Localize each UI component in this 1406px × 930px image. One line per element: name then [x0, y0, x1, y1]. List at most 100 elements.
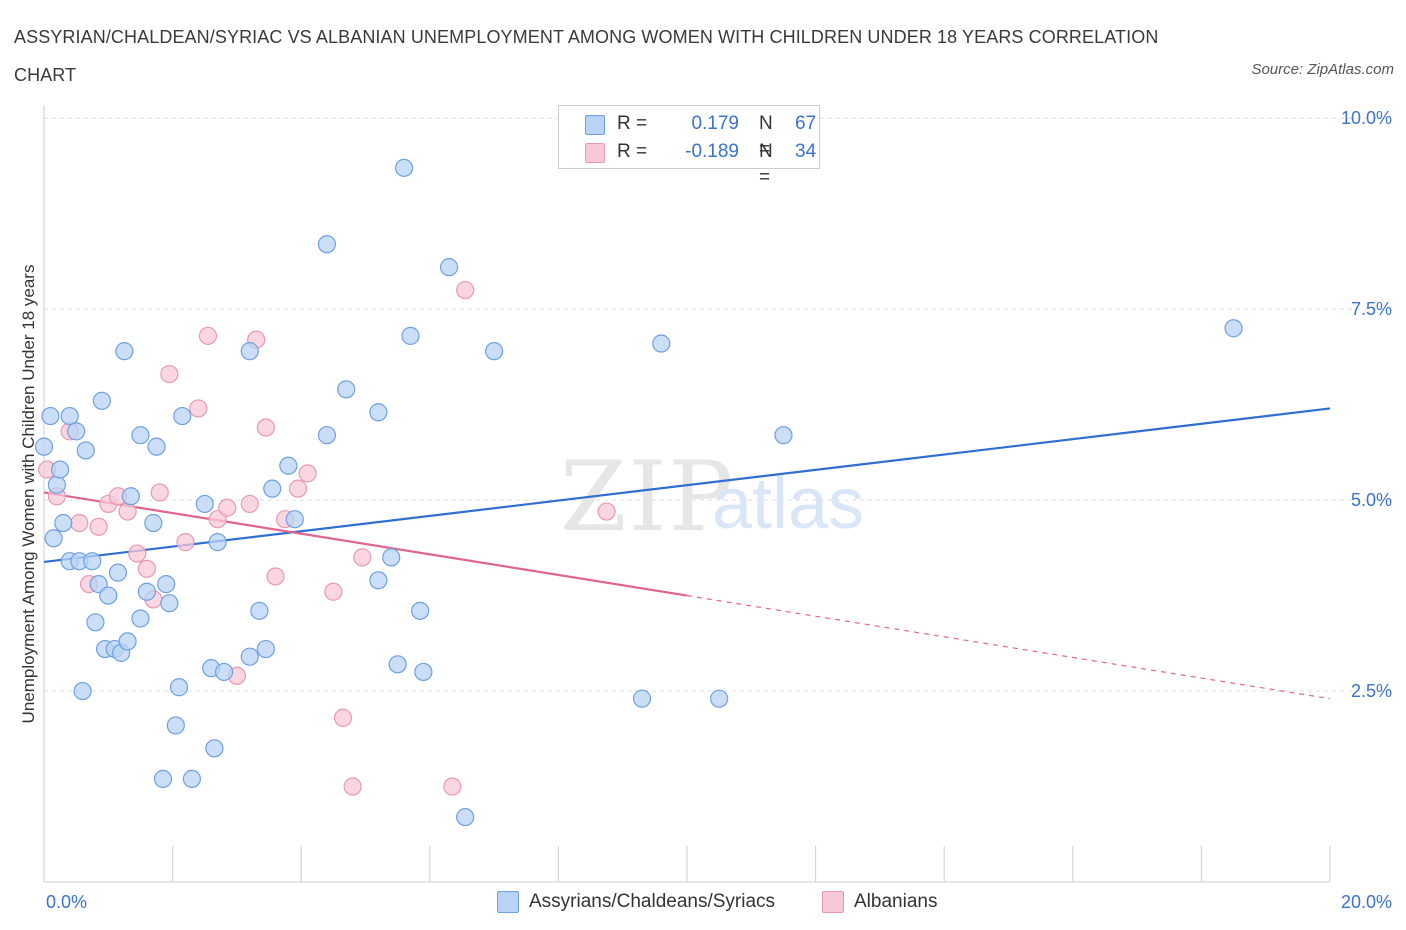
assyrian-point	[388, 655, 407, 674]
assyrian-point	[632, 689, 652, 708]
assyrian-point	[137, 582, 156, 601]
source-note: Source: ZipAtlas.com	[1251, 61, 1394, 78]
y-tick-label: 5.0%	[1351, 490, 1392, 510]
assyrian-point	[394, 158, 414, 177]
albanian-point	[70, 513, 89, 533]
series-label: Albanians	[854, 891, 938, 912]
y-tick-label: 7.5%	[1351, 299, 1392, 319]
assyrian-point	[153, 769, 173, 788]
assyrian-point	[382, 548, 401, 567]
y-axis-label: Unemployment Among Women with Children U…	[19, 265, 38, 724]
albanian-point	[288, 479, 308, 498]
legend-r-label: R =	[617, 141, 648, 162]
assyrian-point	[67, 422, 86, 441]
assyrian-point	[108, 563, 128, 582]
x-tick-label: 20.0%	[1341, 892, 1392, 912]
assyrian-point	[485, 342, 504, 361]
assyrian-point	[131, 426, 150, 445]
albanian-point	[256, 418, 275, 437]
assyrian-point	[169, 678, 189, 697]
assyrian-point	[240, 342, 259, 361]
assyrian-point	[182, 769, 201, 788]
assyrian-point	[285, 510, 304, 529]
trend-line-albanians	[43, 491, 688, 597]
trend-lines	[43, 407, 1331, 700]
assyrian-point	[774, 426, 793, 445]
y-tick-label: 10.0%	[1341, 108, 1392, 128]
assyrian-point	[1224, 319, 1243, 338]
assyrian-point	[54, 513, 73, 533]
assyrian-point	[83, 552, 102, 571]
albanian-point	[198, 326, 218, 345]
assyrian-point	[44, 529, 63, 548]
correlation-legend: R = 0.179 N = 67 R = -0.189 N = 34	[558, 105, 820, 188]
assyrian-point	[121, 487, 140, 506]
albanian-point	[189, 399, 208, 418]
chart-title: ASSYRIAN/CHALDEAN/SYRIAC VS ALBANIAN UNE…	[14, 27, 1159, 85]
albanian-point	[597, 502, 616, 521]
albanian-point	[266, 567, 285, 586]
albanian-point	[128, 544, 147, 563]
albanian-point	[240, 494, 259, 514]
legend-n-value: 34	[795, 141, 817, 162]
assyrian-point	[208, 533, 227, 552]
albanian-point	[353, 548, 372, 567]
albanian-point	[343, 777, 362, 796]
legend-swatch-pink	[585, 143, 605, 163]
assyrian-point	[115, 342, 134, 361]
assyrian-point	[160, 594, 179, 613]
assyrian-point	[131, 609, 150, 628]
assyrian-point	[456, 807, 475, 827]
series-swatch-blue	[497, 891, 519, 913]
assyrian-point	[166, 716, 185, 735]
assyrian-point	[147, 437, 166, 456]
assyrian-point	[47, 475, 66, 494]
assyrian-point	[250, 601, 269, 620]
assyrian-point	[401, 326, 420, 345]
legend-r-label: R =	[617, 113, 648, 134]
albanian-point	[298, 464, 317, 483]
albanian-point	[324, 582, 343, 601]
assyrian-point	[50, 460, 70, 479]
assyrian-point	[317, 235, 337, 254]
assyrian-point	[144, 513, 163, 533]
legend-r-value: 0.179	[691, 113, 739, 134]
assyrian-point	[369, 571, 388, 590]
data-points	[34, 158, 1243, 827]
legend-swatch-blue	[585, 115, 605, 135]
albanian-point	[89, 517, 108, 536]
series-label: Assyrians/Chaldeans/Syriacs	[529, 891, 776, 912]
legend-r-value: -0.189	[685, 141, 739, 162]
assyrian-point	[86, 613, 105, 632]
assyrian-point	[710, 689, 729, 708]
watermark: ZIP atlas	[560, 441, 864, 553]
assyrian-point	[195, 494, 214, 514]
assyrian-point	[263, 479, 282, 498]
series-swatch-pink	[822, 891, 844, 913]
assyrian-point	[240, 647, 259, 666]
assyrian-point	[92, 391, 111, 410]
assyrian-point	[76, 441, 95, 460]
assyrian-point	[99, 586, 118, 605]
legend-n-value: 67	[795, 113, 817, 134]
assyrian-point	[256, 639, 275, 659]
albanian-point	[137, 559, 156, 578]
albanian-point	[218, 498, 237, 517]
x-tick-label: 0.0%	[46, 892, 87, 912]
assyrian-point	[173, 406, 192, 426]
albanian-point	[118, 502, 137, 521]
assyrian-point	[214, 662, 234, 682]
trend-line-assyrians	[43, 407, 1331, 564]
assyrian-point	[41, 406, 60, 426]
albanian-point	[150, 483, 169, 502]
legend-n-label: N =	[759, 141, 773, 188]
tick-labels: 2.5% 5.0% 7.5% 10.0% 0.0% 20.0%	[46, 108, 1392, 912]
assyrian-point	[157, 575, 176, 594]
assyrian-point	[317, 426, 337, 445]
assyrian-point	[60, 406, 79, 426]
assyrian-point	[414, 662, 433, 682]
assyrian-point	[652, 334, 671, 353]
assyrian-point	[118, 632, 137, 651]
albanian-point	[333, 708, 353, 727]
